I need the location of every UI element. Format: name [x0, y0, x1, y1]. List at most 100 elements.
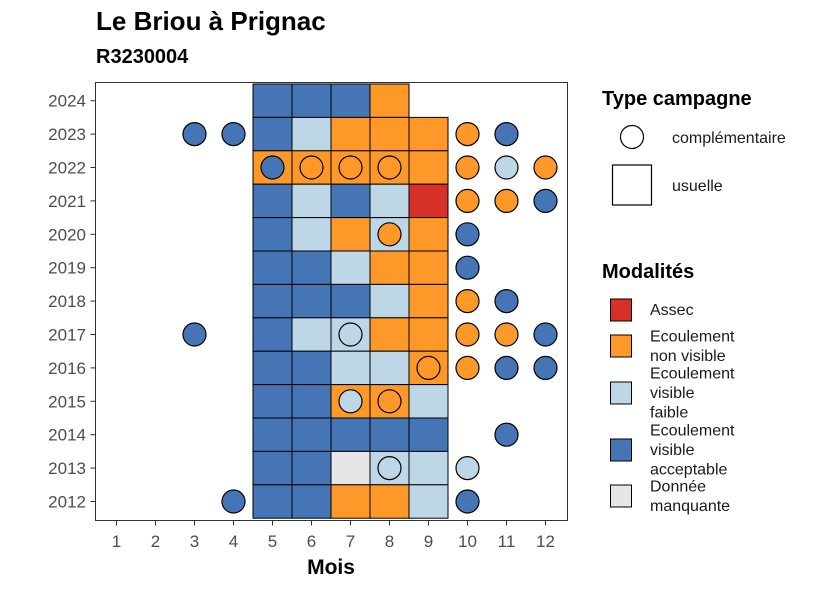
campaign-point [416, 355, 441, 380]
legend-label: complémentaire [672, 130, 786, 147]
legend-label: manquante [650, 498, 730, 515]
heatmap-tile [369, 83, 410, 118]
heatmap-tile [252, 450, 293, 486]
heatmap-tile [252, 283, 293, 319]
legend-label: Ecoulement [650, 328, 735, 345]
heatmap-tile [369, 350, 410, 386]
campaign-point [494, 122, 519, 147]
heatmap-tile [291, 350, 332, 386]
legend: Type campagne complémentaire usuelle Modali… [602, 88, 786, 515]
heatmap-tile [408, 150, 449, 185]
campaign-point [182, 122, 207, 147]
legend-label: visible [650, 385, 695, 402]
y-tick-label: 2023 [48, 125, 86, 144]
campaign-point [455, 489, 480, 514]
heatmap-tile [291, 317, 332, 352]
x-tick-label: 10 [458, 532, 477, 551]
legend-label: Ecoulement [650, 423, 735, 440]
heatmap-tile [291, 250, 332, 285]
heatmap-tile [330, 417, 371, 452]
heatmap-tile [369, 484, 410, 519]
legend-swatch [610, 381, 632, 405]
heatmap-tile [330, 116, 371, 152]
legend-label: acceptable [650, 462, 727, 479]
heatmap-tile [291, 417, 332, 452]
campaign-point [455, 122, 480, 147]
x-axis-title: Mois [307, 556, 355, 579]
campaign-point [455, 155, 480, 180]
heatmap-tile [408, 250, 449, 285]
heatmap-tile [408, 384, 449, 419]
y-tick-label: 2018 [48, 292, 86, 311]
x-tick-label: 2 [151, 532, 160, 551]
campaign-point [494, 155, 519, 180]
heatmap-tile [408, 417, 449, 452]
x-tick-label: 3 [190, 532, 199, 551]
heatmap-tile [330, 217, 371, 252]
chart-subtitle: R3230004 [96, 46, 189, 68]
heatmap-tile [330, 183, 371, 219]
heatmap-tile [408, 484, 449, 519]
campaign-point [455, 322, 480, 347]
campaign-point [182, 322, 207, 347]
campaign-point [455, 222, 480, 247]
campaign-point [494, 322, 519, 347]
heatmap-tile [291, 384, 332, 419]
campaign-point [533, 355, 558, 380]
heatmap-tile [291, 450, 332, 486]
heatmap-tile [369, 283, 410, 319]
legend-label: faible [650, 405, 688, 422]
x-tick-label: 11 [498, 532, 516, 551]
campaign-point [455, 255, 480, 280]
heatmap-tile [252, 116, 293, 152]
campaign-point [377, 456, 402, 481]
heatmap-tile [252, 250, 293, 285]
campaign-point [299, 155, 324, 180]
heatmap-tile [252, 384, 293, 419]
heatmap-tile [408, 183, 449, 219]
x-tick-label: 5 [268, 532, 277, 551]
campaign-point [221, 489, 246, 514]
campaign-point [377, 155, 402, 180]
y-tick-label: 2013 [48, 459, 86, 478]
heatmap-tile [291, 484, 332, 519]
heatmap-tile [330, 250, 371, 285]
y-tick-label: 2014 [48, 426, 86, 445]
legend-label: usuelle [672, 178, 723, 195]
heatmap-tile [408, 283, 449, 319]
campaign-point [494, 355, 519, 380]
heatmap-tile [369, 250, 410, 285]
x-tick-label: 1 [112, 532, 121, 551]
campaign-point [494, 422, 519, 447]
y-tick-label: 2019 [48, 259, 86, 278]
heatmap-tile [408, 116, 449, 152]
heatmap-tile [291, 183, 332, 219]
x-tick-label: 6 [307, 532, 316, 551]
heatmap-tile [369, 183, 410, 219]
legend-swatch [610, 334, 632, 358]
campaign-point [377, 222, 402, 247]
heatmap-tile [408, 450, 449, 486]
heatmap-tile [369, 317, 410, 352]
campaign-point [455, 188, 480, 213]
x-tick-label: 7 [346, 532, 355, 551]
campaign-point [533, 322, 558, 347]
heatmap-tile [252, 183, 293, 219]
heatmap-tile [252, 317, 293, 352]
y-tick-label: 2021 [48, 192, 86, 211]
heatmap-tile [408, 317, 449, 352]
legend-title-modalites: Modalités [602, 261, 694, 283]
heatmap-tile [330, 283, 371, 319]
legend-label: Donnée [650, 478, 706, 495]
campaign-point [221, 122, 246, 147]
campaign-point [494, 188, 519, 213]
heatmap-tile [330, 350, 371, 386]
campaign-point [338, 322, 363, 347]
legend-label: Ecoulement [650, 366, 735, 383]
heatmap-tile [252, 217, 293, 252]
x-axis: 1 2 3 4 5 6 7 8 9 10 11 12 [112, 520, 555, 551]
heatmap-tile [330, 83, 371, 118]
chart-title: Le Briou à Prignac [96, 6, 326, 36]
campaign-point [377, 389, 402, 414]
